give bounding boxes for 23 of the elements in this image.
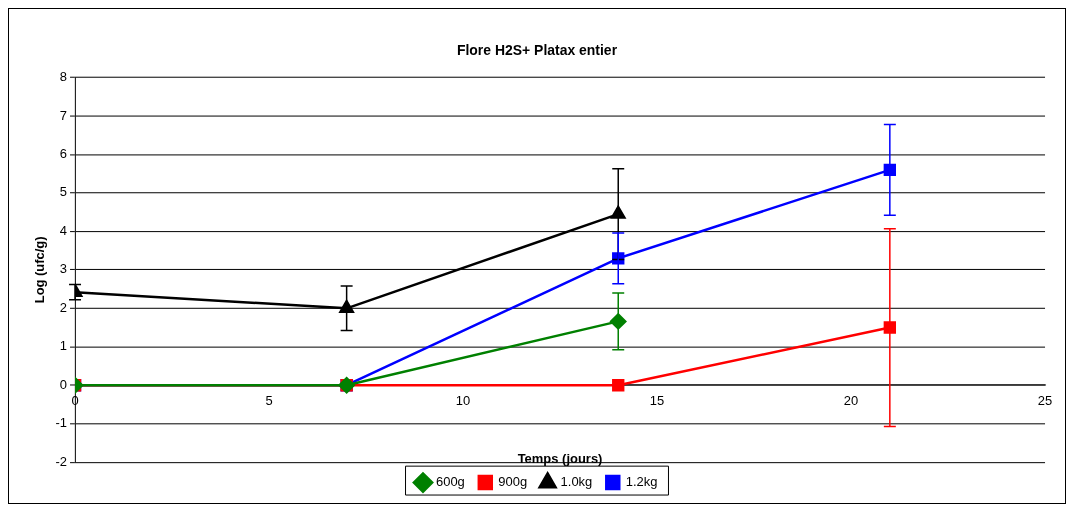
x-tick-label: 25	[1037, 392, 1053, 408]
y-tick-label: 3	[59, 261, 68, 277]
x-tick-label: 5	[265, 392, 273, 408]
y-tick-label: 4	[59, 222, 68, 238]
y-tick-label: -1	[55, 415, 68, 431]
x-axis-title: Temps (jours)	[517, 450, 603, 466]
y-tick-label: 1	[59, 338, 68, 354]
y-axis-title: Log (ufc/g)	[32, 236, 48, 304]
x-tick-label: 20	[843, 392, 859, 408]
y-tick-label: 8	[59, 69, 68, 85]
legend-label: 900g	[498, 474, 528, 490]
y-tick-label: 6	[59, 146, 68, 162]
legend-label: 1.2kg	[625, 474, 658, 490]
legend-label: 1.0kg	[560, 474, 593, 490]
y-tick-label: 0	[59, 376, 68, 392]
y-tick-label: -2	[55, 453, 68, 469]
x-tick-label: 10	[455, 392, 471, 408]
legend-label: 600g	[435, 474, 465, 490]
y-tick-label: 5	[59, 184, 68, 200]
y-tick-label: 2	[59, 299, 68, 315]
chart-title: Flore H2S+ Platax entier	[456, 42, 618, 59]
y-tick-label: 7	[59, 107, 68, 123]
x-tick-label: 15	[649, 392, 665, 408]
